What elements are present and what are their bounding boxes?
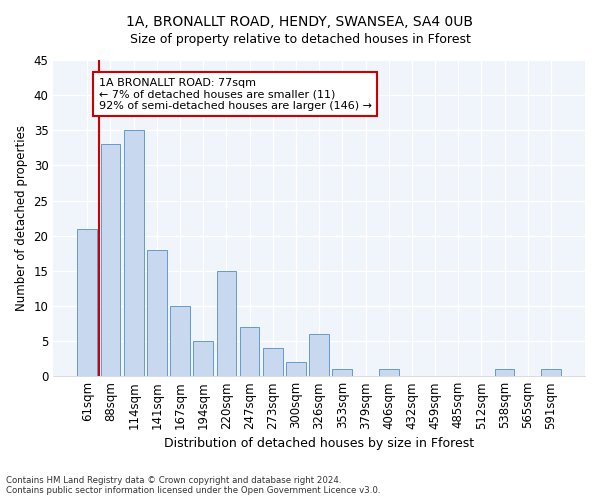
Text: Size of property relative to detached houses in Fforest: Size of property relative to detached ho…: [130, 32, 470, 46]
Bar: [170, 306, 190, 376]
Bar: [332, 369, 352, 376]
Bar: [217, 271, 236, 376]
Bar: [309, 334, 329, 376]
Bar: [77, 228, 97, 376]
Text: Contains HM Land Registry data © Crown copyright and database right 2024.
Contai: Contains HM Land Registry data © Crown c…: [6, 476, 380, 495]
Bar: [286, 362, 306, 376]
Bar: [379, 369, 398, 376]
Text: 1A BRONALLT ROAD: 77sqm
← 7% of detached houses are smaller (11)
92% of semi-det: 1A BRONALLT ROAD: 77sqm ← 7% of detached…: [99, 78, 372, 111]
Bar: [147, 250, 167, 376]
X-axis label: Distribution of detached houses by size in Fforest: Distribution of detached houses by size …: [164, 437, 474, 450]
Bar: [124, 130, 143, 376]
Bar: [193, 341, 213, 376]
Bar: [495, 369, 514, 376]
Bar: [541, 369, 561, 376]
Text: 1A, BRONALLT ROAD, HENDY, SWANSEA, SA4 0UB: 1A, BRONALLT ROAD, HENDY, SWANSEA, SA4 0…: [127, 15, 473, 29]
Y-axis label: Number of detached properties: Number of detached properties: [15, 125, 28, 311]
Bar: [263, 348, 283, 376]
Bar: [101, 144, 121, 376]
Bar: [240, 327, 259, 376]
